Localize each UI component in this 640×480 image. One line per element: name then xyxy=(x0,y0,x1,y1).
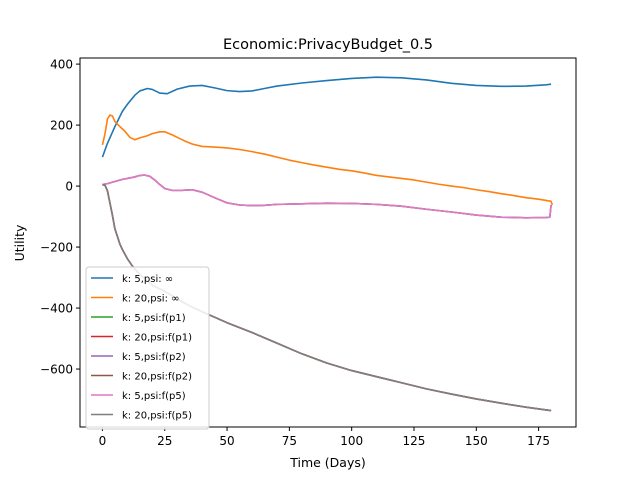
legend-entry: k: 5,psi: ∞ xyxy=(122,274,173,285)
x-tick-label: 175 xyxy=(527,434,550,448)
y-tick-label: 200 xyxy=(50,119,73,133)
legend-entry: k: 20,psi:f(p1) xyxy=(122,333,192,344)
y-tick-label: 400 xyxy=(50,58,73,72)
x-tick-label: 125 xyxy=(403,434,426,448)
x-tick-label: 100 xyxy=(340,434,363,448)
chart-title: Economic:PrivacyBudget_0.5 xyxy=(223,37,433,53)
series-line-5 xyxy=(102,174,552,219)
x-tick-label: 75 xyxy=(282,434,297,448)
x-tick-label: 25 xyxy=(157,434,172,448)
x-tick-label: 50 xyxy=(219,434,234,448)
series-line-2 xyxy=(101,114,554,206)
y-tick-label: −200 xyxy=(40,241,73,255)
y-tick-label: −600 xyxy=(40,363,73,377)
legend-entry: k: 20,psi:f(p2) xyxy=(122,372,192,383)
series-line-1 xyxy=(101,76,552,158)
series-line-7 xyxy=(102,174,552,219)
legend: k: 5,psi: ∞ k: 20,psi: ∞ k: 5,psi:f(p1) k: … xyxy=(85,266,210,430)
legend-entry: k: 5,psi:f(p5) xyxy=(122,391,186,402)
series-line-3 xyxy=(102,174,552,219)
legend-entry: k: 5,psi:f(p1) xyxy=(122,313,186,324)
x-axis-label: Time (Days) xyxy=(289,455,366,470)
plot-frame xyxy=(79,57,577,428)
axes-layer xyxy=(79,57,577,428)
x-tick-label: 150 xyxy=(465,434,488,448)
legend-entry: k: 20,psi:f(p5) xyxy=(122,411,192,422)
ticks-layer: 0 25 50 75 100 125 150 175 −600 −400 −200 0 200 400 xyxy=(40,58,550,448)
x-tick-label: 0 xyxy=(99,434,107,448)
y-tick-label: −400 xyxy=(40,302,73,316)
legend-entry: k: 5,psi:f(p2) xyxy=(122,352,186,363)
legend-entry: k: 20,psi: ∞ xyxy=(122,294,179,305)
y-tick-label: 0 xyxy=(65,180,73,194)
legend-box xyxy=(85,266,210,430)
y-axis-label: Utility xyxy=(12,224,27,261)
